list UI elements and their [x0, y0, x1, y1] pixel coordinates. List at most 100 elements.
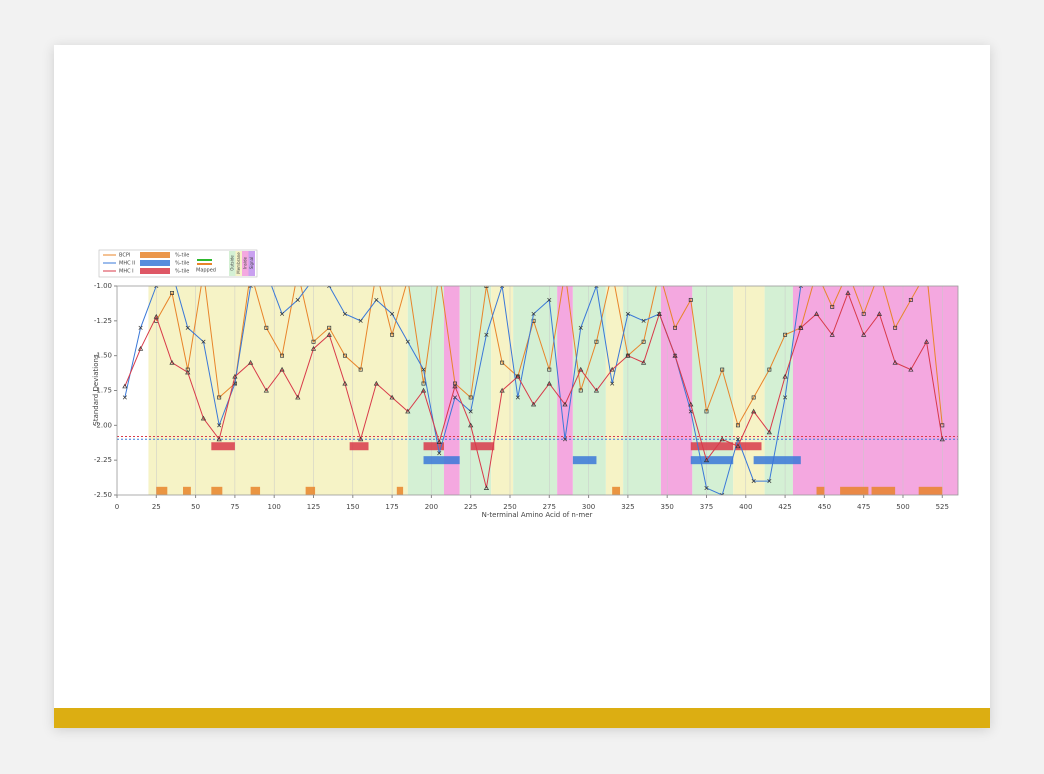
- point: [563, 270, 566, 273]
- point: [923, 339, 930, 344]
- point: [265, 270, 269, 274]
- point: [216, 436, 222, 442]
- point: [672, 352, 678, 358]
- point: [766, 429, 772, 435]
- x-tick-label: 25: [152, 503, 161, 511]
- point: [342, 380, 348, 386]
- percentile-hit: [305, 486, 316, 495]
- point: [562, 401, 568, 407]
- percentile-hit: [156, 486, 168, 495]
- point: [531, 311, 536, 316]
- x-tick-label: 525: [936, 503, 949, 511]
- point: [437, 451, 442, 456]
- point: [861, 332, 867, 337]
- point: [720, 367, 725, 372]
- point: [641, 318, 646, 323]
- point: [578, 325, 583, 330]
- point: [515, 395, 520, 400]
- legend-region: [242, 251, 249, 276]
- point: [264, 325, 269, 330]
- point: [547, 367, 552, 372]
- point: [815, 270, 819, 274]
- legend-hit-swatch: [140, 252, 170, 258]
- x-tick-label: 400: [739, 503, 752, 511]
- legend-hit-swatch: [140, 268, 170, 274]
- point: [405, 408, 411, 414]
- region: [660, 286, 693, 495]
- point: [170, 291, 174, 295]
- point: [500, 360, 505, 365]
- point: [641, 339, 646, 344]
- point: [940, 270, 944, 274]
- region: [792, 286, 958, 495]
- point: [483, 485, 490, 490]
- point: [420, 387, 427, 393]
- point: [893, 325, 898, 330]
- x-tick-label: 50: [191, 503, 200, 511]
- point: [751, 408, 757, 414]
- point: [280, 353, 285, 358]
- point: [578, 366, 584, 372]
- point: [468, 409, 473, 414]
- legend-label: MHC II: [119, 261, 135, 267]
- point: [499, 387, 505, 393]
- point: [484, 332, 489, 337]
- legend-region-label: Membrane: [236, 252, 241, 274]
- x-tick-label: 375: [700, 503, 713, 511]
- y-tick-label: -1.00: [94, 282, 112, 290]
- point: [862, 270, 866, 274]
- region: [605, 286, 624, 495]
- point: [830, 304, 835, 309]
- point: [783, 332, 788, 337]
- point: [893, 270, 897, 274]
- point: [720, 492, 725, 495]
- point: [641, 359, 647, 365]
- y-tick-label: -1.75: [94, 387, 112, 395]
- point: [484, 286, 489, 288]
- point: [452, 395, 458, 400]
- point: [751, 479, 756, 484]
- point: [830, 270, 834, 274]
- point: [468, 422, 474, 428]
- region: [513, 286, 558, 495]
- x-axis-label: N-terminal Amino Acid of n-mer: [482, 511, 593, 519]
- point: [169, 359, 175, 365]
- percentile-hit: [349, 442, 369, 451]
- point: [783, 395, 788, 400]
- percentile-hit: [734, 442, 762, 451]
- x-tick-label: 275: [543, 503, 556, 511]
- point: [452, 383, 458, 389]
- percentile-hit: [423, 456, 460, 465]
- percentile-hit: [250, 486, 261, 495]
- point: [390, 332, 395, 337]
- point: [846, 270, 850, 274]
- region: [623, 286, 661, 495]
- point: [562, 437, 568, 442]
- x-tick-label: 500: [896, 503, 909, 511]
- point: [312, 277, 316, 281]
- x-tick-label: 425: [778, 503, 791, 511]
- percentile-hit: [423, 442, 444, 451]
- point: [390, 311, 395, 316]
- y-axis-label: Standard Deviations: [92, 354, 100, 426]
- point: [375, 270, 378, 273]
- point: [547, 297, 552, 302]
- point: [138, 325, 143, 330]
- point: [688, 297, 693, 302]
- point: [546, 380, 552, 386]
- point: [217, 395, 222, 400]
- percentile-hit: [871, 486, 896, 495]
- point: [940, 423, 945, 428]
- point: [185, 367, 190, 372]
- percentile-hit: [470, 442, 495, 451]
- point: [280, 311, 285, 316]
- legend-region: [229, 251, 236, 276]
- point: [909, 270, 913, 274]
- point: [878, 270, 881, 273]
- legend-label: MHC I: [119, 269, 134, 275]
- x-tick-label: 250: [503, 503, 516, 511]
- point: [908, 366, 914, 372]
- percentile-hit: [840, 486, 869, 495]
- region: [443, 286, 460, 495]
- percentile-hit: [396, 486, 404, 495]
